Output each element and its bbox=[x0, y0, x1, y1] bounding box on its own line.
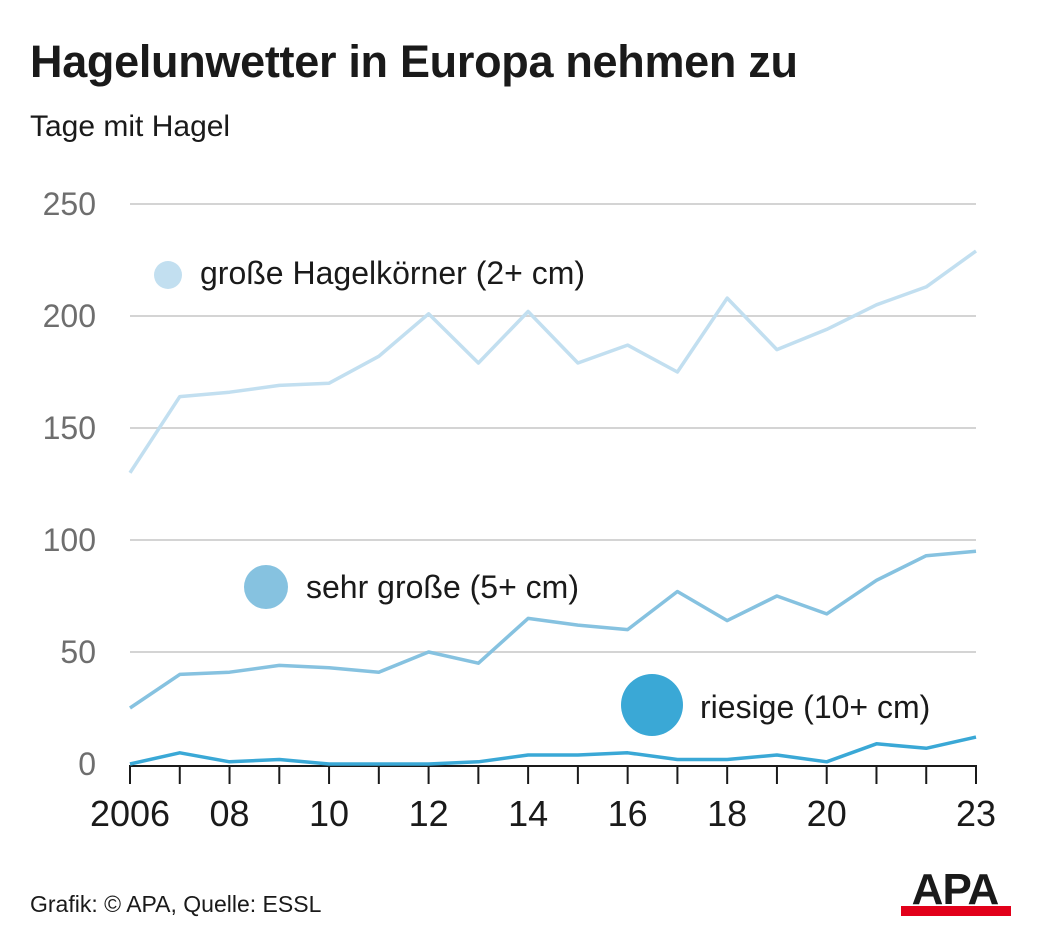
series-line-2 bbox=[129, 549, 977, 710]
source-credit: Grafik: © APA, Quelle: ESSL bbox=[30, 891, 322, 917]
legend-marker-1 bbox=[154, 261, 182, 289]
x-tick-label: 23 bbox=[956, 793, 996, 834]
chart-title: Hagelunwetter in Europa nehmen zu bbox=[30, 36, 798, 87]
y-tick-label: 100 bbox=[43, 522, 96, 558]
x-tick-label: 20 bbox=[807, 793, 847, 834]
gridlines bbox=[130, 203, 976, 653]
y-tick-label: 200 bbox=[43, 298, 96, 334]
x-tick-label: 10 bbox=[309, 793, 349, 834]
y-tick-label: 0 bbox=[78, 746, 96, 782]
series-line-1 bbox=[128, 249, 978, 474]
x-tick-label: 2006 bbox=[90, 793, 170, 834]
x-tick-label: 16 bbox=[608, 793, 648, 834]
x-tick-label: 08 bbox=[210, 793, 250, 834]
chart-subtitle: Tage mit Hagel bbox=[30, 110, 231, 143]
apa-logo-bar bbox=[901, 906, 1011, 916]
legend-label-2: sehr große (5+ cm) bbox=[306, 569, 579, 605]
legend-label-3: riesige (10+ cm) bbox=[700, 689, 930, 725]
y-tick-label: 250 bbox=[43, 186, 96, 222]
x-tick-label: 12 bbox=[409, 793, 449, 834]
apa-logo: APA bbox=[901, 869, 1011, 916]
series-line-3 bbox=[129, 735, 977, 766]
x-axis bbox=[129, 765, 977, 784]
y-tick-label: 150 bbox=[43, 410, 96, 446]
legend-label-1: große Hagelkörner (2+ cm) bbox=[200, 255, 585, 291]
legend: große Hagelkörner (2+ cm) sehr große (5+ … bbox=[154, 255, 930, 736]
x-tick-label: 14 bbox=[508, 793, 548, 834]
x-axis-tick-labels: 2006 08 10 12 14 16 18 20 23 bbox=[90, 793, 996, 834]
line-chart: 0 50 100 150 200 250 2006 08 10 12 14 16 18 20 23 gro… bbox=[43, 186, 996, 834]
x-tick-label: 18 bbox=[707, 793, 747, 834]
series-lines bbox=[128, 249, 978, 766]
legend-marker-3 bbox=[621, 674, 683, 736]
y-axis-tick-labels: 0 50 100 150 200 250 bbox=[43, 186, 96, 782]
y-tick-label: 50 bbox=[60, 634, 96, 670]
legend-marker-2 bbox=[244, 565, 288, 609]
